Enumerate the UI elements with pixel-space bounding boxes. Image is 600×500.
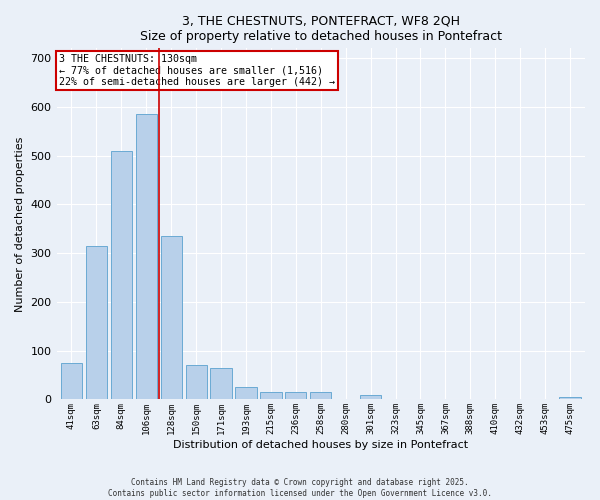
Bar <box>310 392 331 400</box>
Bar <box>136 114 157 400</box>
Title: 3, THE CHESTNUTS, PONTEFRACT, WF8 2QH
Size of property relative to detached hous: 3, THE CHESTNUTS, PONTEFRACT, WF8 2QH Si… <box>140 15 502 43</box>
Bar <box>235 387 257 400</box>
X-axis label: Distribution of detached houses by size in Pontefract: Distribution of detached houses by size … <box>173 440 469 450</box>
Bar <box>161 236 182 400</box>
Bar <box>260 392 281 400</box>
Y-axis label: Number of detached properties: Number of detached properties <box>15 136 25 312</box>
Bar <box>285 392 307 400</box>
Bar <box>185 366 207 400</box>
Bar <box>86 246 107 400</box>
Bar <box>559 397 581 400</box>
Bar <box>111 150 132 400</box>
Bar <box>61 363 82 400</box>
Bar <box>211 368 232 400</box>
Text: 3 THE CHESTNUTS: 130sqm
← 77% of detached houses are smaller (1,516)
22% of semi: 3 THE CHESTNUTS: 130sqm ← 77% of detache… <box>59 54 335 87</box>
Bar <box>360 394 381 400</box>
Text: Contains HM Land Registry data © Crown copyright and database right 2025.
Contai: Contains HM Land Registry data © Crown c… <box>108 478 492 498</box>
